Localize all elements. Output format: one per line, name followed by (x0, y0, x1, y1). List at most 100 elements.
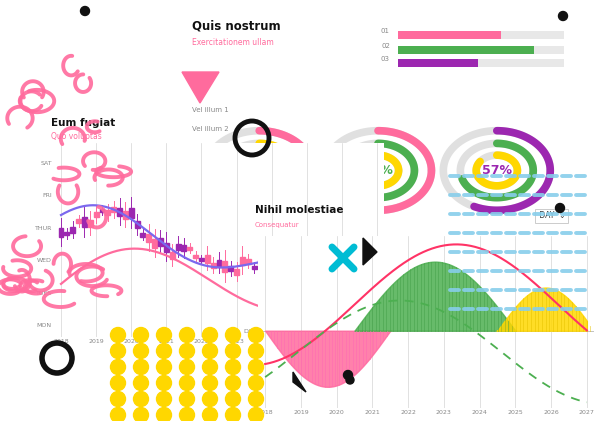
Text: Eum fugiat: Eum fugiat (50, 118, 115, 128)
Bar (240, 256, 245, 265)
Circle shape (179, 328, 194, 343)
Bar (246, 259, 251, 264)
Bar (363, 304, 368, 307)
Text: Vel illum 1: Vel illum 1 (192, 107, 229, 112)
Circle shape (346, 376, 354, 384)
Text: 57%: 57% (482, 164, 512, 177)
Bar (111, 207, 116, 212)
Bar (398, 46, 534, 53)
Circle shape (556, 203, 565, 213)
Bar (59, 228, 64, 237)
Circle shape (248, 344, 263, 359)
Circle shape (226, 392, 241, 407)
Bar (64, 232, 70, 235)
Bar (228, 266, 233, 271)
Text: Quis nostrum: Quis nostrum (192, 19, 281, 32)
Circle shape (179, 392, 194, 407)
Bar (251, 266, 257, 269)
Text: DAY  ⌄: DAY ⌄ (537, 211, 565, 221)
Bar (281, 284, 286, 291)
Text: Nihil molestiae: Nihil molestiae (254, 205, 343, 215)
Bar (257, 260, 262, 265)
Circle shape (179, 408, 194, 421)
Bar (146, 234, 151, 242)
Text: 01: 01 (381, 29, 390, 35)
Bar (94, 212, 98, 217)
Circle shape (179, 376, 194, 391)
Bar (187, 247, 192, 250)
Bar (234, 269, 239, 275)
Circle shape (110, 344, 125, 359)
Bar (263, 268, 268, 272)
Text: 03: 03 (381, 56, 390, 62)
Text: 82%: 82% (363, 164, 393, 177)
Text: Quo voluptas: Quo voluptas (50, 132, 101, 141)
Circle shape (226, 328, 241, 343)
Bar (181, 245, 187, 251)
Bar (82, 217, 87, 227)
Text: 34%: 34% (244, 164, 274, 177)
Bar (223, 261, 227, 272)
Bar (310, 280, 315, 287)
Polygon shape (182, 72, 219, 103)
Circle shape (343, 370, 353, 379)
Circle shape (157, 408, 172, 421)
Circle shape (157, 376, 172, 391)
Text: Vel illum 3: Vel illum 3 (192, 145, 229, 151)
Circle shape (133, 360, 149, 375)
Bar (100, 209, 104, 212)
Bar (205, 255, 210, 263)
Polygon shape (363, 238, 377, 265)
Bar (398, 31, 564, 39)
Circle shape (133, 392, 149, 407)
Circle shape (157, 360, 172, 375)
Text: 02: 02 (381, 43, 390, 49)
Bar (152, 239, 157, 248)
Bar (368, 298, 374, 305)
Circle shape (133, 408, 149, 421)
Bar (287, 281, 292, 291)
Circle shape (203, 376, 218, 391)
Bar (374, 293, 379, 299)
Bar (345, 298, 350, 304)
Circle shape (157, 328, 172, 343)
Bar (140, 233, 145, 237)
Polygon shape (293, 372, 306, 392)
Circle shape (226, 344, 241, 359)
Text: Exercitationem ullam: Exercitationem ullam (192, 38, 274, 47)
Bar (304, 277, 309, 287)
Bar (129, 208, 134, 218)
Circle shape (248, 392, 263, 407)
Bar (211, 263, 215, 268)
Circle shape (110, 392, 125, 407)
Circle shape (110, 360, 125, 375)
Bar (328, 296, 332, 302)
Bar (322, 291, 327, 301)
Circle shape (203, 408, 218, 421)
Circle shape (226, 408, 241, 421)
Bar (398, 31, 501, 39)
Bar (340, 289, 344, 293)
Circle shape (203, 344, 218, 359)
Text: Vel illum 2: Vel illum 2 (192, 126, 229, 132)
Circle shape (80, 6, 89, 16)
Bar (398, 46, 564, 53)
Circle shape (110, 328, 125, 343)
Bar (76, 219, 81, 223)
Circle shape (203, 360, 218, 375)
Bar (88, 220, 93, 227)
Bar (275, 275, 280, 284)
Circle shape (248, 328, 263, 343)
Bar (158, 238, 163, 245)
Bar (134, 221, 140, 228)
Bar (176, 243, 181, 250)
Bar (164, 242, 169, 252)
Text: Consequatur: Consequatur (254, 222, 299, 228)
Circle shape (133, 376, 149, 391)
Circle shape (203, 328, 218, 343)
Circle shape (203, 392, 218, 407)
Circle shape (248, 408, 263, 421)
Circle shape (133, 344, 149, 359)
Circle shape (226, 360, 241, 375)
Circle shape (179, 360, 194, 375)
